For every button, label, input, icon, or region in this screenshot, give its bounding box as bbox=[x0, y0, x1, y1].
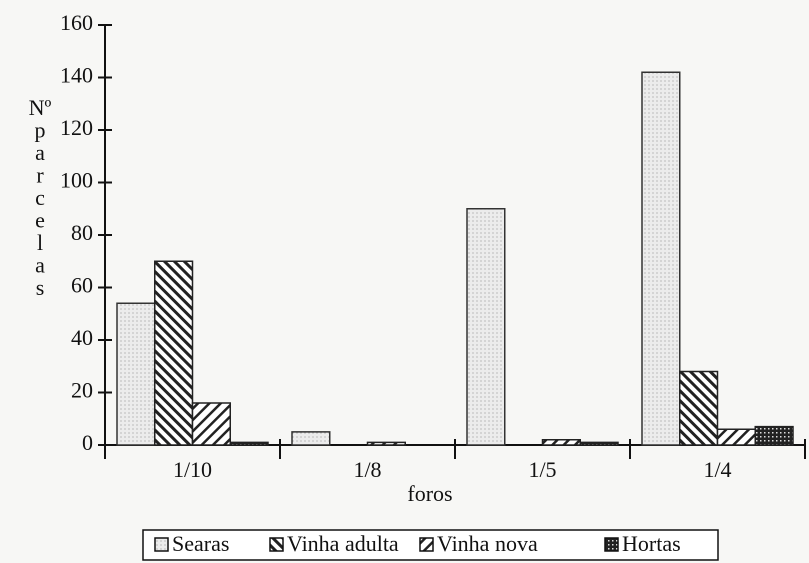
x-axis-label: foros bbox=[407, 481, 452, 506]
legend-swatch bbox=[154, 537, 169, 552]
bar bbox=[641, 71, 681, 446]
y-tick-label: 20 bbox=[71, 378, 93, 403]
legend-swatch bbox=[419, 537, 434, 552]
bar bbox=[291, 431, 331, 446]
y-tick-label: 80 bbox=[71, 220, 93, 245]
bar bbox=[366, 441, 406, 446]
legend-label: Vinha nova bbox=[437, 531, 538, 556]
legend-label: Searas bbox=[172, 531, 229, 556]
x-tick-label: 1/8 bbox=[353, 457, 381, 482]
y-tick-label: 0 bbox=[82, 430, 93, 455]
bar bbox=[466, 208, 506, 446]
legend-label: Vinha adulta bbox=[287, 531, 399, 556]
x-tick-label: 1/5 bbox=[528, 457, 556, 482]
y-tick-label: 140 bbox=[60, 63, 93, 88]
legend-label: Hortas bbox=[622, 531, 681, 556]
bar bbox=[579, 441, 619, 446]
bar bbox=[754, 425, 794, 446]
bar bbox=[154, 260, 194, 446]
legend-swatch bbox=[604, 537, 619, 552]
bar bbox=[679, 370, 719, 446]
bar bbox=[116, 302, 156, 446]
x-tick-label: 1/10 bbox=[173, 457, 212, 482]
y-tick-label: 60 bbox=[71, 273, 93, 298]
bar bbox=[541, 439, 581, 446]
y-tick-label: 100 bbox=[60, 168, 93, 193]
y-tick-label: 40 bbox=[71, 325, 93, 350]
x-tick-label: 1/4 bbox=[703, 457, 731, 482]
y-tick-label: 160 bbox=[60, 10, 93, 35]
bar bbox=[716, 428, 756, 446]
legend-swatch bbox=[269, 537, 284, 552]
y-axis-label: Nº p a r c e l a s bbox=[29, 95, 52, 300]
bar bbox=[191, 402, 231, 446]
bar bbox=[229, 441, 269, 446]
y-tick-label: 120 bbox=[60, 115, 93, 140]
